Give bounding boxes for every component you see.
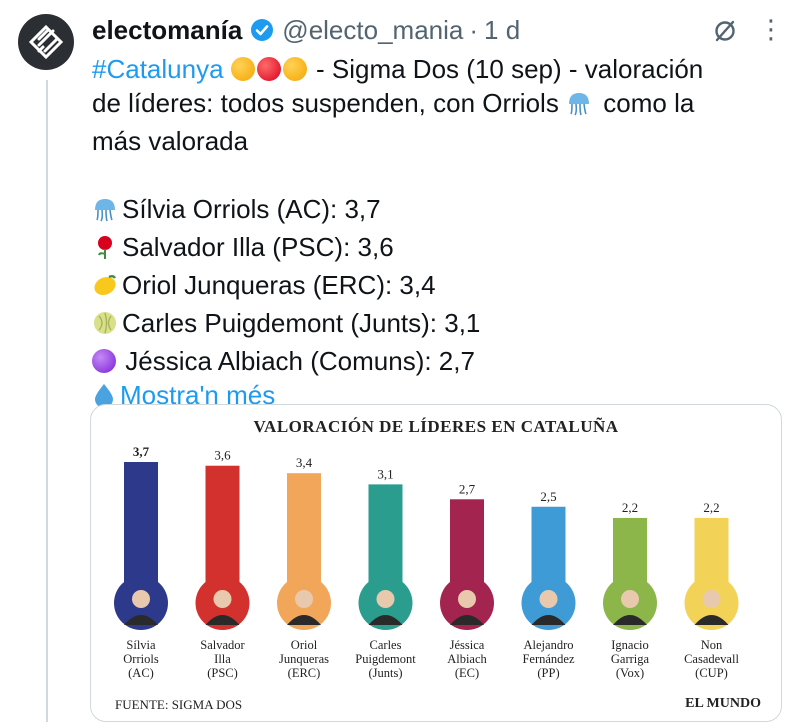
more-icon[interactable]: ⋮ [758, 14, 785, 44]
leader-body-4 [450, 615, 484, 625]
list-item-text: Carles Puigdemont (Junts): 3,1 [122, 308, 481, 338]
category-label-5-0: Alejandro [524, 638, 574, 652]
display-name[interactable]: electomanía [92, 14, 243, 45]
tweet-line-1: - Sigma Dos (10 sep) - valoración [308, 54, 704, 84]
category-label-0-2: (AC) [128, 666, 154, 680]
value-label-6: 2,2 [622, 500, 638, 515]
list-item: Carles Puigdemont (Junts): 3,1 [92, 306, 782, 344]
value-label-4: 2,7 [459, 481, 476, 496]
user-handle[interactable]: @electo_mania [282, 14, 464, 45]
chart-image-card[interactable]: VALORACIÓN DE LÍDERES EN CATALUÑA 3,7 Síl… [90, 404, 782, 722]
category-label-4-2: (EC) [455, 666, 479, 680]
category-label-6-2: (Vox) [616, 666, 644, 680]
category-label-4-1: Albiach [447, 652, 487, 666]
value-label-1: 3,6 [214, 448, 231, 463]
list-item-text: Jéssica Albiach (Comuns): 2,7 [125, 346, 475, 376]
purple-circle-icon [92, 349, 116, 373]
leader-face-0 [132, 590, 150, 608]
chart-title: VALORACIÓN DE LÍDERES EN CATALUÑA [253, 417, 619, 436]
category-label-7-1: Casadevall [684, 652, 739, 666]
rose-icon [92, 234, 118, 268]
category-label-7-2: (CUP) [695, 666, 728, 680]
list-item: Jéssica Albiach (Comuns): 2,7 [92, 344, 782, 378]
red-circle-icon [256, 57, 281, 81]
leader-face-2 [295, 590, 313, 608]
category-label-6-0: Ignacio [611, 638, 648, 652]
publisher-logo: EL MUNDO [685, 696, 761, 711]
melon-icon [92, 310, 118, 344]
list-item: Oriol Junqueras (ERC): 3,4 [92, 268, 782, 306]
category-label-7-0: Non [701, 638, 723, 652]
list-item-text: Oriol Junqueras (ERC): 3,4 [122, 270, 436, 300]
leader-body-3 [368, 615, 403, 625]
orange-circle-icon [282, 57, 307, 81]
lemon-icon [92, 272, 118, 306]
orange-circle-icon [230, 57, 255, 81]
jellyfish-icon [566, 90, 592, 124]
category-label-6-1: Garriga [611, 652, 650, 666]
category-label-5-2: (PP) [537, 666, 559, 680]
electomania-logo-icon[interactable] [18, 14, 74, 70]
tweet-header: electomanía @electo_mania · 1 d [92, 12, 520, 48]
list-item: Sílvia Orriols (AC): 3,7 [92, 192, 782, 230]
timestamp[interactable]: 1 d [484, 14, 521, 45]
category-label-3-1: Puigdemont [355, 652, 416, 666]
category-label-5-1: Fernández [522, 652, 575, 666]
list-item: Salvador Illa (PSC): 3,6 [92, 230, 782, 268]
leader-body-0 [124, 615, 158, 625]
tweet-line-2a: de líderes: todos suspenden, con Orriols [92, 88, 567, 118]
tweet-text: #Catalunya - Sigma Dos (10 sep) - valora… [92, 52, 782, 416]
value-label-2: 3,4 [296, 455, 313, 470]
tweet-line-2b: como la [596, 88, 695, 118]
list-item-text: Salvador Illa (PSC): 3,6 [122, 232, 394, 262]
leader-body-1 [205, 615, 240, 625]
category-label-0-1: Orriols [123, 652, 159, 666]
value-label-0: 3,7 [133, 444, 150, 459]
leader-face-7 [702, 590, 721, 608]
chart-source: FUENTE: SIGMA DOS [115, 697, 243, 712]
leader-face-1 [213, 590, 232, 608]
leader-face-5 [539, 590, 558, 608]
value-label-7: 2,2 [703, 500, 719, 515]
category-label-3-0: Carles [370, 638, 402, 652]
hashtag-link[interactable]: #Catalunya [92, 54, 224, 84]
verified-badge-icon [250, 18, 274, 42]
leader-face-3 [376, 590, 395, 608]
value-label-5: 2,5 [540, 489, 556, 504]
tweet-line-3: más valorada [92, 126, 249, 156]
leader-body-7 [694, 615, 729, 625]
grok-icon[interactable] [712, 18, 738, 49]
jellyfish-icon [92, 196, 118, 230]
droplet-icon [92, 382, 116, 416]
leader-face-6 [621, 590, 639, 608]
category-label-2-2: (ERC) [288, 666, 321, 680]
category-label-1-0: Salvador [200, 638, 245, 652]
list-item-text: Sílvia Orriols (AC): 3,7 [122, 194, 381, 224]
leader-body-2 [287, 615, 321, 625]
category-label-1-1: Illa [214, 652, 231, 666]
category-label-1-2: (PSC) [207, 666, 238, 680]
category-label-3-2: (Junts) [368, 666, 402, 680]
category-label-2-0: Oriol [291, 638, 318, 652]
separator-dot: · [469, 14, 479, 45]
category-label-2-1: Junqueras [279, 652, 329, 666]
thread-line [46, 80, 48, 722]
category-label-0-0: Sílvia [126, 638, 156, 652]
leader-body-6 [613, 615, 647, 625]
value-label-3: 3,1 [377, 466, 393, 481]
leader-face-4 [458, 590, 476, 608]
category-label-4-0: Jéssica [450, 638, 485, 652]
leader-body-5 [531, 615, 566, 625]
